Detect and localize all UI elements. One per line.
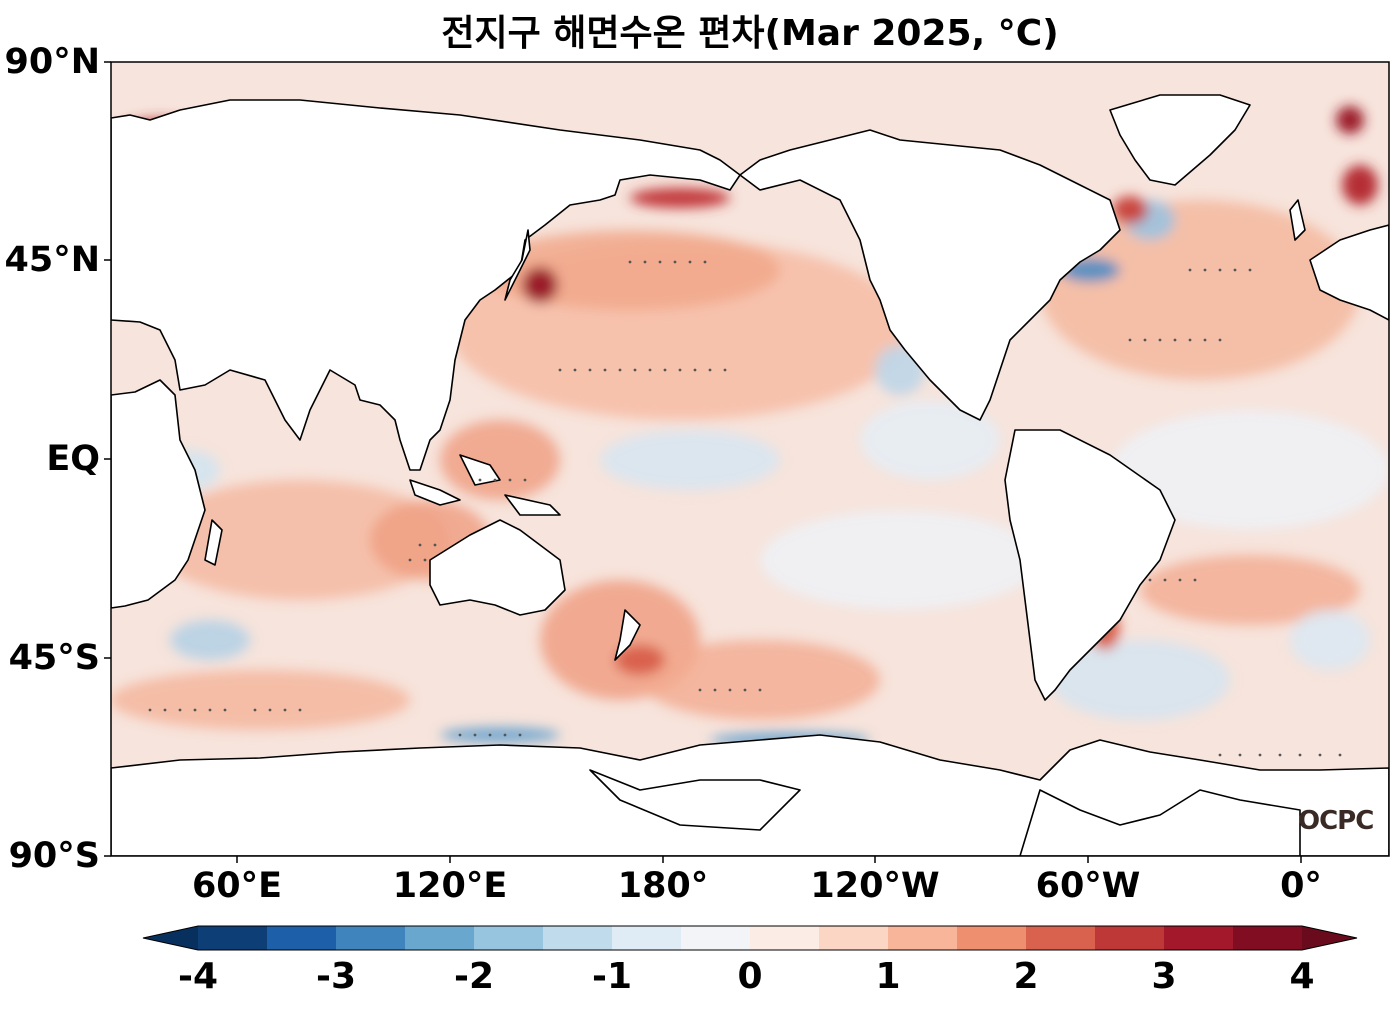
colorbar-tick-label: -2 [454, 956, 494, 997]
colorbar-swatch [267, 926, 337, 950]
lat-label-90s: 90°S [8, 836, 100, 876]
colorbar-extend-low [143, 926, 198, 950]
colorbar-tick-label: 4 [1289, 956, 1315, 997]
map-title: 전지구 해면수온 편차(Mar 2025, °C) [441, 13, 1059, 54]
colorbar-swatch [888, 926, 958, 950]
lon-label-60w: 60°W [1035, 866, 1141, 906]
colorbar-tick-label: -4 [178, 956, 218, 997]
colorbar-swatch [819, 926, 889, 950]
lon-label-180: 180° [617, 866, 709, 906]
colorbar-swatch [405, 926, 475, 950]
colorbar-tick-label: -1 [592, 956, 632, 997]
colorbar-tick-label: 2 [1013, 956, 1039, 997]
colorbar-swatch [750, 926, 820, 950]
colorbar-swatch [1026, 926, 1096, 950]
colorbar [142, 925, 1358, 951]
colorbar-tick-label: 1 [875, 956, 901, 997]
colorbar-swatch [198, 926, 268, 950]
lon-label-120e: 120°E [392, 866, 508, 906]
lon-ticks [236, 856, 1302, 863]
ocpc-logo: OCPC [1298, 806, 1374, 836]
anomaly-field [111, 106, 1389, 748]
colorbar-swatch [1233, 926, 1303, 950]
colorbar-swatch [336, 926, 406, 950]
lat-label-eq: EQ [46, 439, 100, 479]
lat-label-45n: 45°N [4, 240, 101, 280]
colorbar-swatch [1164, 926, 1234, 950]
colorbar-swatch [1095, 926, 1165, 950]
land [111, 94, 1389, 856]
colorbar-tick-label: 3 [1151, 956, 1177, 997]
colorbar-swatch [681, 926, 751, 950]
colorbar-swatch [543, 926, 613, 950]
lon-label-0: 0° [1280, 866, 1322, 906]
lat-label-90n: 90°N [4, 42, 101, 82]
colorbar-extend-high [1302, 926, 1357, 950]
significance-stipple [148, 260, 1342, 757]
lat-label-45s: 45°S [8, 638, 100, 678]
colorbar-tick-label: 0 [737, 956, 763, 997]
lon-label-60e: 60°E [191, 866, 283, 906]
lat-ticks [104, 61, 111, 857]
lon-label-120w: 120°W [810, 866, 940, 906]
colorbar-outline [142, 925, 1358, 951]
colorbar-swatch [612, 926, 682, 950]
colorbar-swatch [474, 926, 544, 950]
colorbar-tick-label: -3 [316, 956, 356, 997]
colorbar-swatch [957, 926, 1027, 950]
